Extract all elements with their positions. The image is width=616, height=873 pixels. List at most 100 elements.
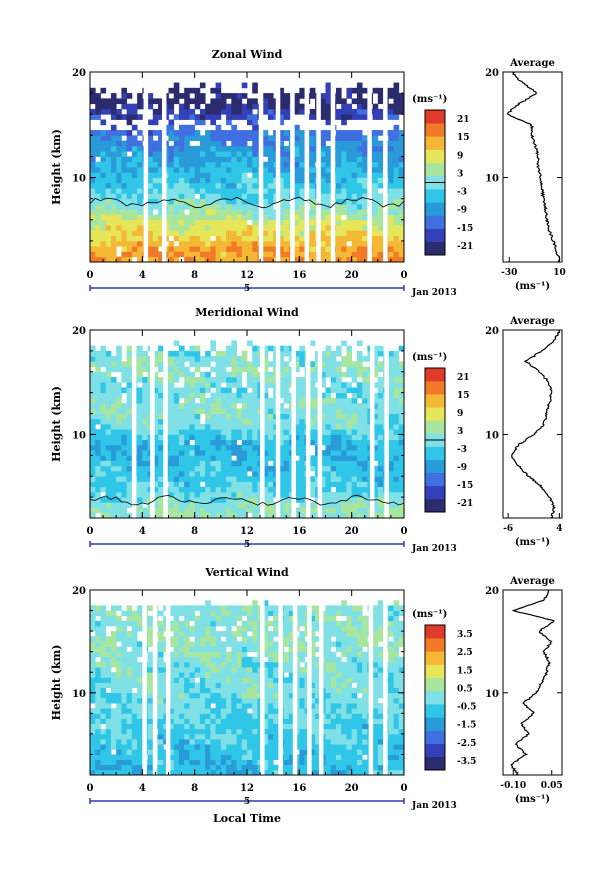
heatmap-cell bbox=[351, 193, 358, 200]
heatmap-cell bbox=[398, 193, 405, 200]
heatmap-cell bbox=[205, 641, 211, 647]
heatmap-cell bbox=[262, 225, 269, 231]
heatmap-cell bbox=[273, 697, 279, 704]
heatmap-cell bbox=[147, 713, 154, 719]
heatmap-cell bbox=[90, 641, 96, 647]
heatmap-cell bbox=[262, 371, 269, 378]
heatmap-cell bbox=[95, 450, 101, 456]
heatmap-cell bbox=[346, 481, 353, 488]
heatmap-cell bbox=[126, 661, 133, 668]
heatmap-cell bbox=[341, 182, 347, 189]
heatmap-cell bbox=[262, 754, 269, 760]
heatmap-cell bbox=[294, 246, 300, 252]
heatmap-cell bbox=[199, 651, 206, 658]
heatmap-cell bbox=[210, 455, 216, 461]
heatmap-cell bbox=[199, 114, 206, 120]
heatmap-cell bbox=[267, 251, 274, 258]
heatmap-cell bbox=[215, 739, 222, 745]
heatmap-cell bbox=[137, 703, 143, 709]
heatmap-cell bbox=[231, 246, 237, 252]
avg-x-tick-label: 10 bbox=[553, 268, 566, 278]
heatmap-cell bbox=[215, 754, 222, 760]
heatmap-cell bbox=[215, 439, 222, 446]
heatmap-cell bbox=[90, 460, 96, 467]
colorbar-tick-label: 9 bbox=[457, 409, 463, 419]
heatmap-cell bbox=[116, 620, 122, 627]
heatmap-cell bbox=[231, 444, 237, 451]
heatmap-cell bbox=[278, 167, 285, 173]
heatmap-cell bbox=[330, 434, 337, 441]
heatmap-cell bbox=[121, 481, 128, 488]
heatmap-cell bbox=[335, 140, 342, 147]
heatmap-cell bbox=[184, 130, 190, 136]
heatmap-cell bbox=[341, 151, 347, 157]
heatmap-cell bbox=[393, 82, 400, 89]
heatmap-cell bbox=[278, 408, 285, 414]
heatmap-cell bbox=[241, 188, 248, 194]
heatmap-cell bbox=[341, 108, 347, 115]
heatmap-cell bbox=[388, 182, 394, 189]
heatmap-cell bbox=[273, 620, 279, 627]
heatmap-cell bbox=[267, 103, 274, 110]
heatmap-cell bbox=[137, 723, 143, 730]
heatmap-cell bbox=[110, 230, 117, 237]
heatmap-cell bbox=[220, 214, 227, 221]
heatmap-cell bbox=[131, 764, 138, 771]
heatmap-cell bbox=[262, 512, 269, 519]
heatmap-cell bbox=[325, 366, 332, 373]
heatmap-cell bbox=[210, 718, 216, 725]
heatmap-cell bbox=[215, 641, 222, 647]
heatmap-cell bbox=[262, 108, 269, 115]
heatmap-cell bbox=[278, 135, 285, 142]
heatmap-cell bbox=[105, 703, 112, 709]
heatmap-cell bbox=[320, 203, 326, 210]
heatmap-cell bbox=[299, 225, 305, 231]
heatmap-cell bbox=[398, 167, 405, 173]
heatmap-cell bbox=[110, 361, 117, 367]
heatmap-cell bbox=[100, 739, 107, 745]
heatmap-cell bbox=[252, 193, 258, 200]
heatmap-cell bbox=[168, 667, 175, 673]
heatmap-cell bbox=[335, 214, 342, 221]
heatmap-cell bbox=[262, 408, 269, 414]
heatmap-cell bbox=[121, 93, 128, 99]
heatmap-cell bbox=[356, 356, 363, 362]
heatmap-cell bbox=[184, 491, 190, 498]
heatmap-cell bbox=[236, 744, 243, 750]
heatmap-cell bbox=[90, 188, 96, 194]
heatmap-cell bbox=[262, 739, 269, 745]
heatmap-cell bbox=[220, 161, 227, 168]
heatmap-cell bbox=[247, 646, 253, 653]
heatmap-cell bbox=[309, 434, 316, 441]
heatmap-cell bbox=[372, 235, 379, 242]
heatmap-cell bbox=[142, 429, 148, 435]
heatmap-cell bbox=[388, 161, 394, 168]
heatmap-cell bbox=[220, 744, 227, 750]
heatmap-cell bbox=[95, 708, 101, 714]
heatmap-cell bbox=[194, 345, 201, 352]
heatmap-cell bbox=[356, 98, 363, 105]
heatmap-cell bbox=[121, 450, 128, 456]
heatmap-cell bbox=[210, 130, 216, 136]
heatmap-cell bbox=[351, 130, 358, 136]
heatmap-cell bbox=[173, 408, 180, 414]
heatmap-cell bbox=[278, 172, 285, 178]
heatmap-cell bbox=[330, 476, 337, 482]
heatmap-cell bbox=[247, 230, 253, 237]
heatmap-cell bbox=[215, 697, 222, 704]
heatmap-cell bbox=[220, 135, 227, 142]
heatmap-cell bbox=[199, 708, 206, 714]
heatmap-cell bbox=[362, 235, 368, 242]
heatmap-cell bbox=[273, 754, 279, 760]
heatmap-cell bbox=[121, 198, 128, 205]
heatmap-cell bbox=[137, 682, 143, 689]
heatmap-cell bbox=[90, 764, 96, 771]
heatmap-cell bbox=[116, 769, 122, 776]
heatmap-cell bbox=[346, 156, 353, 163]
heatmap-cell bbox=[330, 471, 337, 477]
heatmap-cell bbox=[372, 151, 379, 157]
heatmap-cell bbox=[158, 167, 164, 173]
heatmap-cell bbox=[110, 718, 117, 725]
heatmap-cell bbox=[95, 460, 101, 467]
heatmap-cell bbox=[278, 497, 285, 503]
